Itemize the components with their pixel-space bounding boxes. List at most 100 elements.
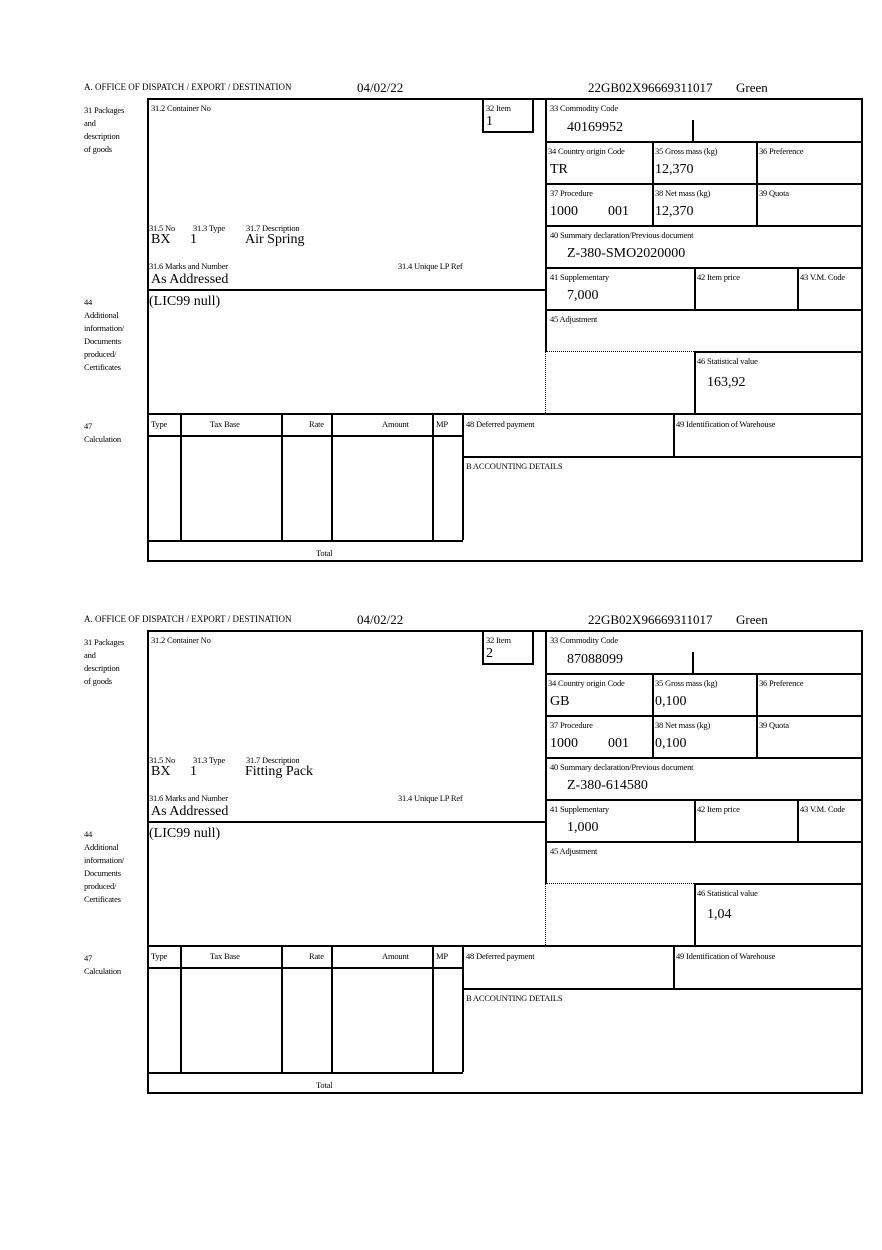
item-price-label: 42 Item price — [697, 272, 740, 282]
additional-info-value: (LIC99 null) — [149, 294, 221, 309]
supplementary-label: 41 Supplementary — [550, 272, 609, 282]
frame-right — [861, 98, 863, 561]
warehouse-label: 49 Identification of Warehouse — [676, 951, 776, 961]
row-divider — [462, 456, 862, 458]
declaration-date: 04/02/22 — [357, 612, 404, 627]
frame-top — [147, 98, 863, 100]
row-divider — [147, 289, 546, 291]
procedure-label: 37 Procedure — [550, 188, 593, 198]
marks-value: As Addressed — [151, 804, 229, 819]
deferred-payment-label: 48 Deferred payment — [466, 951, 535, 961]
commodity-divider — [692, 652, 694, 673]
additional-info-label: 44 Additional information/ Documents pro… — [84, 297, 125, 372]
marks-value: As Addressed — [151, 272, 229, 287]
frame-top — [147, 630, 863, 632]
item-label: 32 Item — [486, 635, 511, 645]
supplementary-label: 41 Supplementary — [550, 804, 609, 814]
container-label: 31.2 Container No — [151, 635, 211, 645]
item-number: 1 — [486, 114, 493, 129]
dotted-divider — [545, 883, 546, 945]
row-divider — [546, 141, 862, 143]
package-type: 1 — [190, 764, 197, 779]
adjustment-label: 45 Adjustment — [550, 846, 598, 856]
right-section-left — [545, 98, 547, 352]
commodity-code: 40169952 — [567, 120, 623, 135]
col-divider — [797, 799, 799, 841]
country-label: 34 Country origin Code — [548, 678, 625, 688]
item-label: 32 Item — [486, 103, 511, 113]
route-status: Green — [736, 612, 768, 627]
col-mp-header: MP — [436, 951, 448, 961]
declaration-form-2: A. OFFICE OF DISPATCH / EXPORT / DESTINA… — [0, 532, 882, 1094]
table-header-line — [147, 967, 463, 969]
calculation-label: 47 Calculation — [84, 421, 121, 444]
col-amount-header: Amount — [382, 419, 409, 429]
col-rate-header: Rate — [309, 951, 324, 961]
col-divider — [797, 267, 799, 309]
row-divider — [546, 225, 862, 227]
col-divider — [694, 883, 696, 945]
statistical-value-label: 46 Statistical value — [697, 356, 758, 366]
no-label: 31.5 No — [149, 755, 175, 765]
row-divider — [694, 351, 862, 353]
table-bottom-line — [147, 1072, 463, 1074]
package-no: BX — [151, 764, 171, 779]
gross-mass-label: 35 Gross mass (kg) — [655, 146, 718, 156]
table-col-line — [180, 945, 182, 1072]
office-header: A. OFFICE OF DISPATCH / EXPORT / DESTINA… — [84, 82, 292, 92]
accounting-label: B ACCOUNTING DETAILS — [466, 461, 563, 471]
statistical-value-label: 46 Statistical value — [697, 888, 758, 898]
row-divider — [546, 309, 862, 311]
item-price-label: 42 Item price — [697, 804, 740, 814]
table-col-line — [180, 413, 182, 540]
goods-description: Air Spring — [245, 232, 305, 247]
dotted-divider — [546, 883, 694, 884]
frame-left — [147, 98, 149, 561]
col-type-header: Type — [151, 951, 168, 961]
right-section-left — [545, 630, 547, 884]
dotted-divider — [545, 351, 546, 413]
row-divider — [546, 715, 862, 717]
net-mass: 0,100 — [655, 736, 687, 751]
supplementary-units: 7,000 — [567, 288, 599, 303]
row-divider — [694, 883, 862, 885]
summary-label: 40 Summary declaration/Previous document — [550, 762, 694, 772]
type-label: 31.3 Type — [193, 223, 225, 233]
vm-code-label: 43 V.M. Code — [800, 804, 845, 814]
procedure-sub-code: 001 — [608, 736, 629, 751]
procedure-code: 1000 — [550, 736, 578, 751]
preference-label: 36 Preference — [759, 146, 804, 156]
row-divider — [546, 267, 862, 269]
row-divider — [147, 413, 863, 415]
col-divider — [694, 267, 696, 309]
procedure-label: 37 Procedure — [550, 720, 593, 730]
additional-info-value: (LIC99 null) — [149, 826, 221, 841]
calculation-label: 47 Calculation — [84, 953, 121, 976]
unique-ref-label: 31.4 Unique LP Ref — [398, 793, 463, 803]
row-divider — [546, 799, 862, 801]
col-type-header: Type — [151, 419, 168, 429]
summary-label: 40 Summary declaration/Previous document — [550, 230, 694, 240]
additional-info-label: 44 Additional information/ Documents pro… — [84, 829, 125, 904]
description-label: 31.7 Description — [246, 755, 300, 765]
table-col-line — [281, 945, 283, 1072]
row-divider — [147, 821, 546, 823]
item-number: 2 — [486, 646, 493, 661]
preference-label: 36 Preference — [759, 678, 804, 688]
accounting-label: B ACCOUNTING DETAILS — [466, 993, 563, 1003]
marks-label: 31.6 Marks and Number — [149, 793, 228, 803]
quota-label: 39 Quota — [759, 188, 789, 198]
item-box-bottom — [482, 663, 534, 665]
col-divider — [673, 945, 675, 988]
table-col-line — [331, 945, 333, 1072]
col-divider — [694, 799, 696, 841]
col-amount-header: Amount — [382, 951, 409, 961]
no-label: 31.5 No — [149, 223, 175, 233]
table-bottom-line — [147, 540, 463, 542]
procedure-sub-code: 001 — [608, 204, 629, 219]
total-label: Total — [316, 1080, 333, 1090]
summary-document: Z-380-SMO2020000 — [567, 246, 686, 261]
packages-label: 31 Packages and description of goods — [84, 105, 125, 154]
description-label: 31.7 Description — [246, 223, 300, 233]
